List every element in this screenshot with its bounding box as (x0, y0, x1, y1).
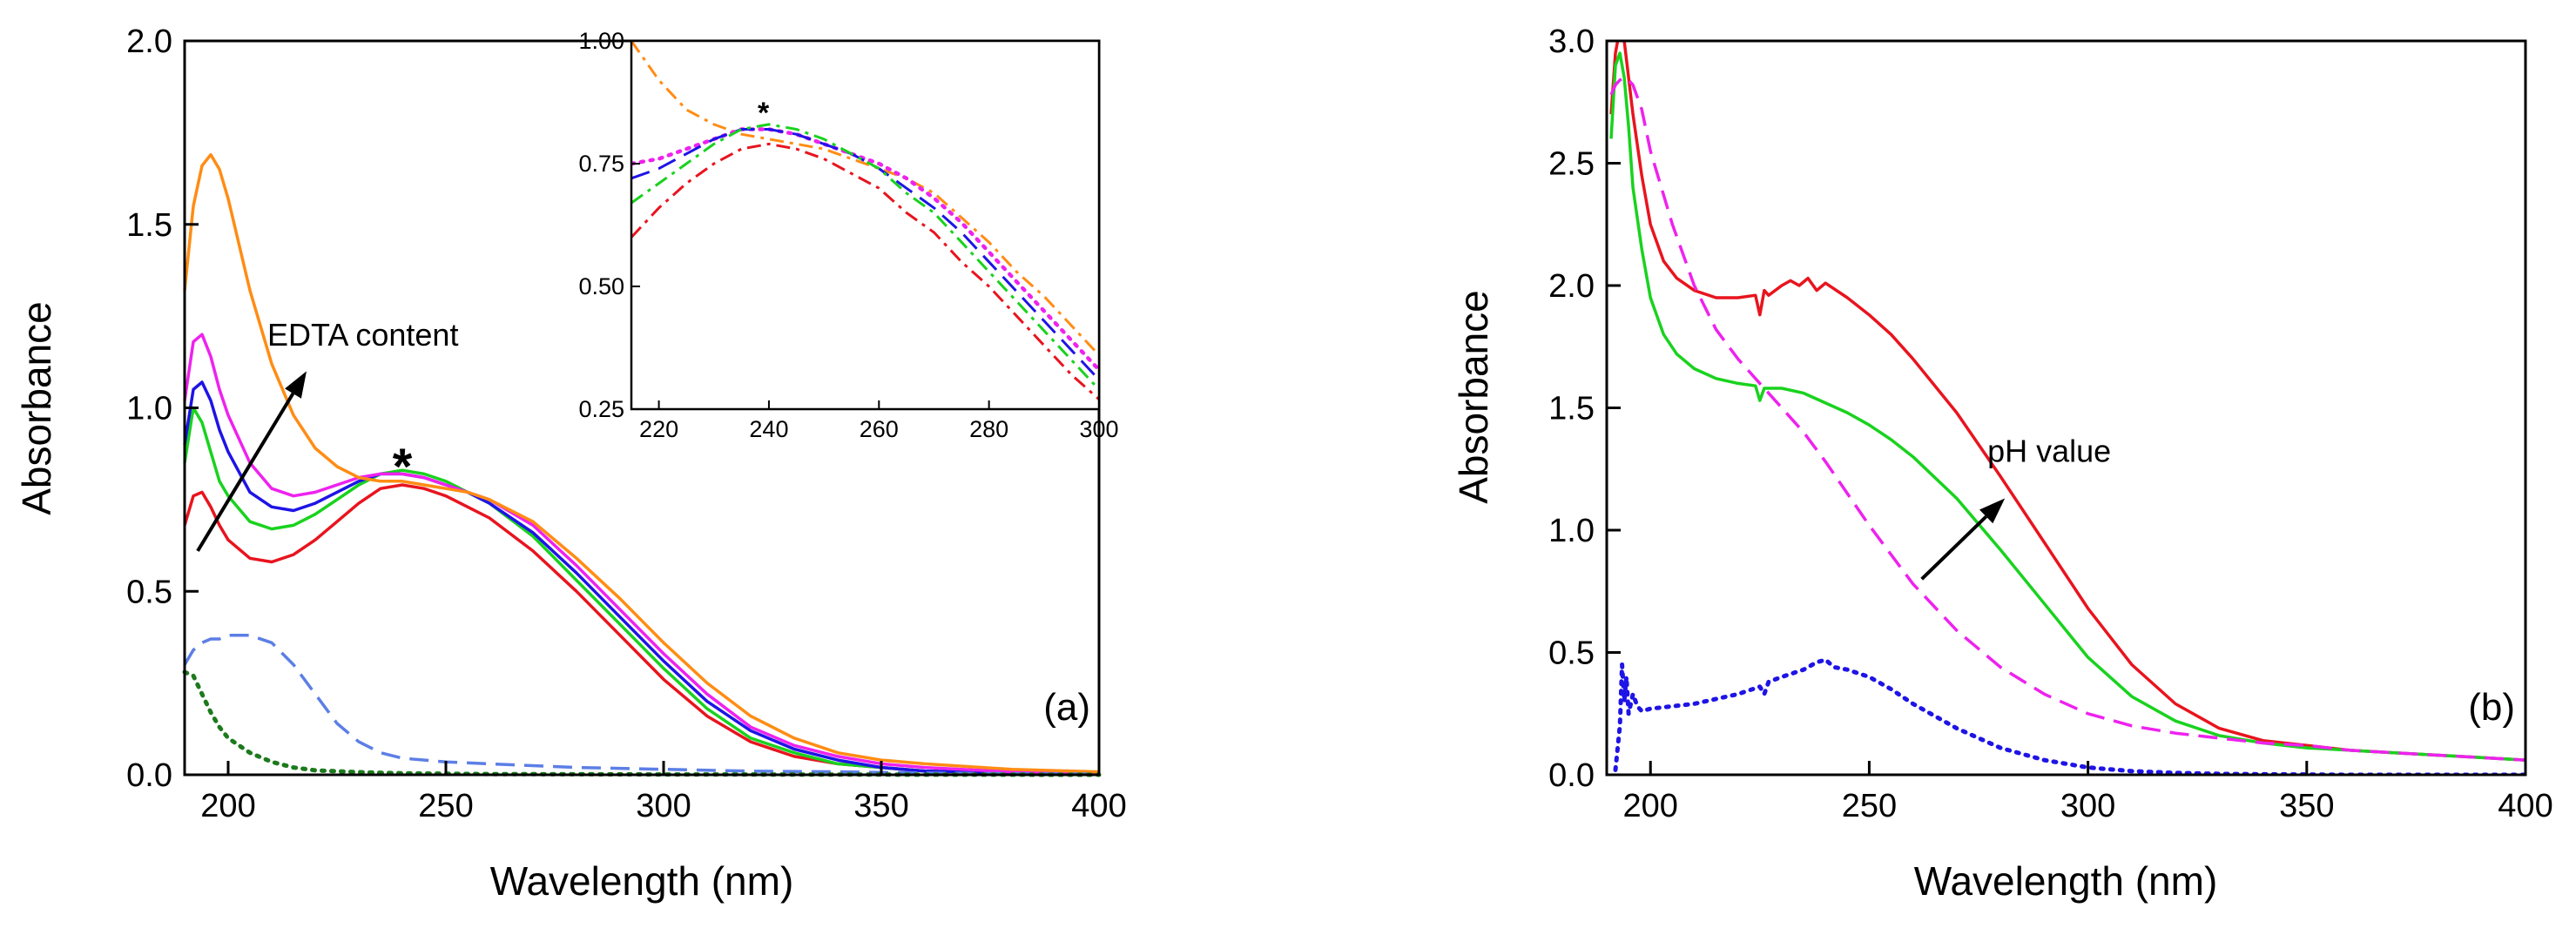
chart-panel-a: 200 250 300 350 400 0.0 0.5 1.0 1.5 2.0 Absorbanc… (14, 24, 1127, 904)
inset-peak-marker: * (758, 97, 770, 130)
panel-b-ticks: 200 250 300 350 400 0.0 0.5 1.0 1.5 2.0 2.5 3.0 (1548, 24, 2553, 824)
inset-series-group (631, 41, 1099, 400)
panel-a-ytick-label: 0.0 (126, 757, 172, 794)
panel-b-ytick-label: 2.5 (1548, 146, 1595, 183)
inset-ytick-label: 1.00 (578, 28, 624, 54)
inset-series (631, 41, 1099, 400)
panel-b-plot-frame (1605, 39, 2527, 777)
panel-a-ytick-label: 2.0 (126, 24, 172, 60)
panel-b-ytick-label: 2.0 (1548, 268, 1595, 305)
panel-a-series-red (183, 483, 1100, 776)
inset-ytick-label: 0.75 (578, 151, 624, 177)
panel-a-annotation-arrow (196, 392, 295, 552)
panel-a-annotation-arrowhead (285, 371, 307, 399)
panel-a-series-dark-green-dotted (182, 669, 1102, 777)
inset-series-blue (631, 128, 1099, 381)
panel-b-series-magenta-dashed (1609, 76, 2525, 762)
panel-b-series (1609, 41, 2525, 775)
inset-frame (630, 39, 1101, 411)
panel-a-xlabel: Wavelength (nm) (490, 858, 794, 904)
panel-b-series-blue-dotted (1613, 657, 2525, 775)
panel-b-xlabel: Wavelength (nm) (1914, 858, 2218, 904)
panel-a-ytick-label: 1.0 (126, 391, 172, 427)
panel-b-series-green (1609, 51, 2525, 762)
panel-b-ytick-label: 3.0 (1548, 24, 1595, 60)
panel-b-series-red (1609, 41, 2525, 762)
panel-a-xtick-label: 300 (636, 788, 691, 824)
inset-xtick-label: 240 (749, 416, 788, 442)
panel-a-xtick-label: 400 (1071, 788, 1126, 824)
panel-a-annotation-text: EDTA content (267, 317, 458, 353)
inset-series-green (631, 123, 1099, 391)
panel-b-xtick-label: 400 (2498, 788, 2552, 824)
panel-a-peak-marker: * (393, 439, 413, 495)
panel-b-tag: (b) (2468, 686, 2515, 729)
panel-a-xtick-label: 250 (418, 788, 473, 824)
panel-a-series-orange (183, 152, 1100, 774)
chart-panel-b: 200 250 300 350 400 0.0 0.5 1.0 1.5 2.0 2.5 3.0 Abs… (1451, 24, 2553, 904)
panel-b-xtick-label: 300 (2060, 788, 2115, 824)
panel-a-series-green (183, 406, 1100, 776)
inset-series-magenta (631, 127, 1099, 373)
panel-a-ytick-label: 0.5 (126, 574, 172, 610)
inset-ticks: 220 240 260 280 300 0.25 0.50 0.75 1.00 (578, 28, 1118, 442)
panel-a-inset: 220 240 260 280 300 0.25 0.50 0.75 1.00 * (578, 28, 1118, 442)
inset-xtick-label: 280 (969, 416, 1008, 442)
panel-b-xtick-label: 350 (2279, 788, 2334, 824)
panel-b-ytick-label: 1.0 (1548, 513, 1595, 549)
inset-series-orange (631, 41, 1099, 357)
panel-b-annotation-text: pH value (1987, 433, 2111, 468)
panel-b-ytick-label: 0.5 (1548, 635, 1595, 672)
inset-ytick-label: 0.25 (578, 396, 624, 422)
inset-xtick-label: 300 (1079, 416, 1118, 442)
panel-b-xtick-label: 250 (1842, 788, 1897, 824)
panel-b-annotation-arrow (1920, 514, 1988, 581)
panel-a-xtick-label: 350 (853, 788, 908, 824)
inset-xtick-label: 220 (639, 416, 678, 442)
panel-a-series-light-blue-dashed (183, 634, 1100, 776)
panel-b-annotation-arrowhead (1979, 498, 2006, 524)
panel-a-xtick-label: 200 (200, 788, 255, 824)
panel-a-ytick-label: 1.5 (126, 207, 172, 244)
inset-series-red (631, 142, 1099, 400)
panel-b-xtick-label: 200 (1623, 788, 1678, 824)
inset-xtick-label: 260 (860, 416, 899, 442)
panel-b-series-group (1609, 41, 2525, 775)
inset-ytick-label: 0.50 (578, 273, 624, 299)
panel-a-ylabel: Absorbance (14, 301, 59, 515)
panel-b-ytick-label: 0.0 (1548, 757, 1595, 794)
panel-a-tag: (a) (1043, 686, 1090, 729)
inset-background (631, 41, 1099, 409)
panel-b-ylabel: Absorbance (1451, 290, 1496, 504)
panel-b-ytick-label: 1.5 (1548, 391, 1595, 427)
panel-a-series-magenta (183, 333, 1100, 776)
